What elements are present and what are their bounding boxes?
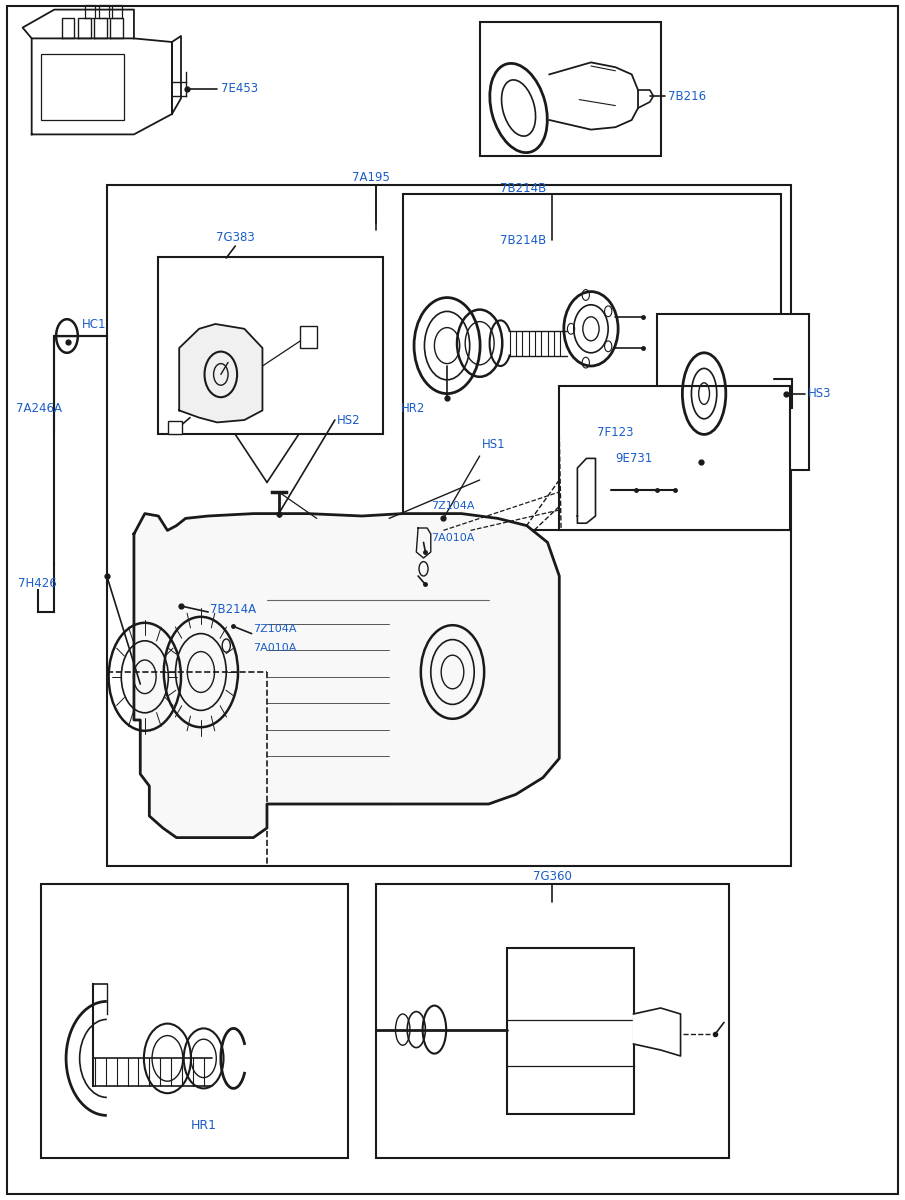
Text: 9E731: 9E731 bbox=[614, 452, 653, 464]
Bar bbox=[41, 884, 348, 1158]
Bar bbox=[609, 490, 629, 516]
Text: 7B214A: 7B214A bbox=[210, 604, 256, 616]
Bar bbox=[609, 463, 629, 490]
Bar bbox=[589, 437, 609, 463]
Bar bbox=[403, 194, 781, 530]
Polygon shape bbox=[634, 1008, 681, 1056]
Bar bbox=[549, 437, 569, 463]
Text: s c h e m a t i a: s c h e m a t i a bbox=[143, 541, 762, 611]
Text: 7B216: 7B216 bbox=[668, 90, 706, 102]
Text: HS2: HS2 bbox=[337, 414, 360, 426]
Bar bbox=[300, 326, 317, 348]
Bar bbox=[549, 410, 569, 437]
Bar bbox=[589, 384, 609, 410]
Bar bbox=[529, 384, 549, 410]
Bar bbox=[107, 185, 791, 866]
Text: 7Z104A: 7Z104A bbox=[431, 502, 474, 511]
Bar bbox=[569, 410, 589, 437]
Text: HS3: HS3 bbox=[808, 388, 832, 400]
Polygon shape bbox=[549, 62, 638, 130]
Bar bbox=[609, 384, 629, 410]
Bar bbox=[529, 437, 549, 463]
Bar bbox=[529, 410, 549, 437]
Text: 7G383: 7G383 bbox=[216, 232, 254, 244]
Text: 7Z104A: 7Z104A bbox=[253, 624, 297, 634]
Text: HR2: HR2 bbox=[401, 402, 425, 414]
Bar bbox=[549, 463, 569, 490]
Text: HR1: HR1 bbox=[191, 1120, 216, 1132]
Text: 7A246A: 7A246A bbox=[16, 402, 62, 414]
Bar bbox=[549, 384, 569, 410]
Text: 7A195: 7A195 bbox=[352, 172, 390, 184]
Bar bbox=[609, 410, 629, 437]
Bar bbox=[569, 384, 589, 410]
Bar bbox=[569, 463, 589, 490]
Text: 7A010A: 7A010A bbox=[253, 643, 297, 653]
Text: c: c bbox=[33, 470, 43, 490]
Bar bbox=[589, 490, 609, 516]
Bar bbox=[589, 463, 609, 490]
Bar bbox=[657, 314, 809, 470]
Bar bbox=[168, 421, 182, 434]
Bar bbox=[529, 490, 549, 516]
Text: 7B214B: 7B214B bbox=[500, 234, 546, 246]
Text: 7F123: 7F123 bbox=[597, 426, 634, 438]
Text: 7A010A: 7A010A bbox=[431, 533, 474, 542]
Text: HS1: HS1 bbox=[482, 438, 506, 450]
Bar bbox=[529, 463, 549, 490]
Text: 7H426: 7H426 bbox=[18, 577, 57, 589]
Bar bbox=[589, 410, 609, 437]
Text: HC1: HC1 bbox=[81, 318, 106, 330]
Bar bbox=[559, 386, 790, 530]
Text: 7G360: 7G360 bbox=[533, 870, 571, 882]
Bar bbox=[480, 22, 661, 156]
Bar bbox=[569, 490, 589, 516]
Polygon shape bbox=[134, 514, 559, 838]
Bar bbox=[41, 54, 124, 120]
Bar bbox=[507, 948, 634, 1114]
Bar bbox=[158, 257, 383, 434]
Polygon shape bbox=[179, 324, 262, 422]
Text: 7E453: 7E453 bbox=[221, 83, 258, 95]
Text: 7B214B: 7B214B bbox=[500, 182, 546, 194]
Bar bbox=[569, 437, 589, 463]
Bar bbox=[376, 884, 729, 1158]
Bar bbox=[609, 437, 629, 463]
Bar bbox=[549, 490, 569, 516]
